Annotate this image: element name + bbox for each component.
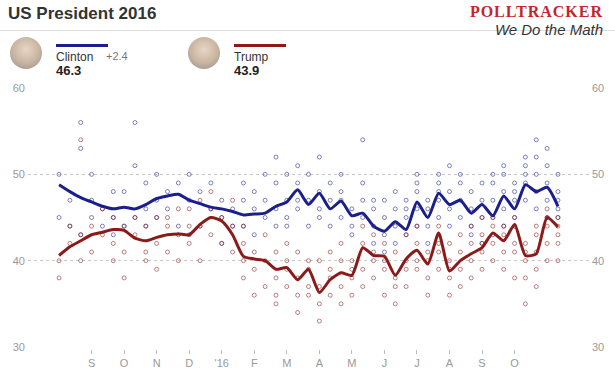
html-text:46.3: 46.3 bbox=[56, 63, 82, 78]
svg-text:F: F bbox=[251, 357, 258, 369]
svg-text:60: 60 bbox=[13, 82, 25, 94]
svg-text:S: S bbox=[88, 357, 95, 369]
svg-text:30: 30 bbox=[13, 341, 25, 353]
svg-text:M: M bbox=[282, 357, 291, 369]
svg-text:D: D bbox=[185, 357, 193, 369]
svg-text:S: S bbox=[478, 357, 485, 369]
svg-text:O: O bbox=[510, 357, 519, 369]
html-text:Clinton: Clinton bbox=[56, 50, 94, 64]
svg-text:M: M bbox=[347, 357, 356, 369]
html-text:Trump: Trump bbox=[234, 50, 269, 64]
html-text:43.9: 43.9 bbox=[234, 63, 260, 78]
svg-text:40: 40 bbox=[13, 255, 25, 267]
svg-text:'16: '16 bbox=[215, 357, 229, 369]
svg-text:50: 50 bbox=[592, 168, 604, 180]
html-text:POLLTRACKER: POLLTRACKER bbox=[469, 3, 603, 20]
svg-text:40: 40 bbox=[592, 255, 604, 267]
html-text:+2.4: +2.4 bbox=[106, 50, 128, 62]
svg-text:O: O bbox=[120, 357, 129, 369]
svg-text:J: J bbox=[382, 357, 388, 369]
svg-text:30: 30 bbox=[592, 341, 604, 353]
svg-text:A: A bbox=[316, 357, 324, 369]
svg-text:J: J bbox=[414, 357, 420, 369]
svg-text:A: A bbox=[446, 357, 454, 369]
svg-text:60: 60 bbox=[592, 82, 604, 94]
html-text:US President 2016: US President 2016 bbox=[8, 4, 157, 23]
svg-text:50: 50 bbox=[13, 168, 25, 180]
html-text:We Do the Math: We Do the Math bbox=[494, 21, 603, 38]
svg-text:N: N bbox=[153, 357, 161, 369]
